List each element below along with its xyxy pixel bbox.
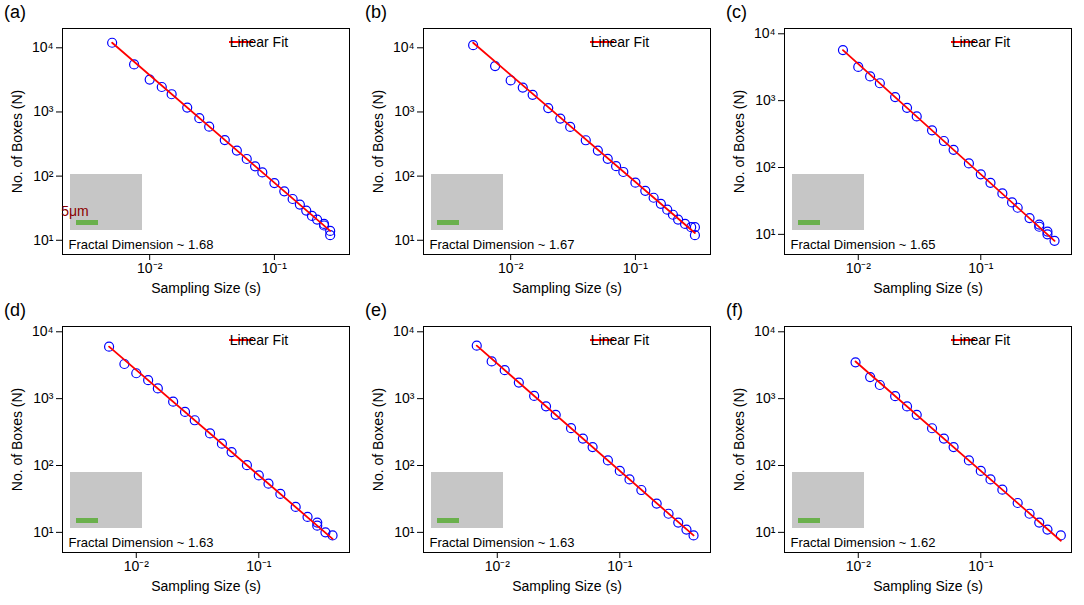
svg-text:10¹: 10¹: [33, 524, 54, 540]
svg-text:10⁻¹: 10⁻¹: [262, 260, 288, 276]
svg-text:Fractal Dimension ~ 1.63: Fractal Dimension ~ 1.63: [430, 535, 575, 550]
svg-text:Sampling Size (s): Sampling Size (s): [873, 280, 983, 296]
html-text:(e): (e): [365, 300, 387, 320]
svg-text:10⁻²: 10⁻²: [485, 558, 511, 574]
svg-text:10¹: 10¹: [394, 524, 415, 540]
svg-text:Linear Fit: Linear Fit: [952, 332, 1010, 348]
svg-text:No. of Boxes (N): No. of Boxes (N): [731, 90, 747, 193]
svg-text:Sampling Size (s): Sampling Size (s): [151, 578, 261, 594]
html-text:(a): (a): [4, 2, 26, 22]
svg-text:Sampling Size (s): Sampling Size (s): [512, 578, 622, 594]
svg-text:10²: 10²: [755, 159, 776, 175]
svg-text:10⁴: 10⁴: [32, 323, 54, 339]
svg-text:10²: 10²: [33, 168, 54, 184]
svg-text:10²: 10²: [394, 457, 415, 473]
svg-text:10¹: 10¹: [755, 524, 776, 540]
svg-text:10⁻²: 10⁻²: [498, 260, 524, 276]
svg-text:10³: 10³: [394, 103, 415, 119]
svg-text:10³: 10³: [33, 103, 54, 119]
svg-text:10⁻²: 10⁻²: [846, 260, 872, 276]
svg-text:10³: 10³: [755, 92, 776, 108]
svg-text:10²: 10²: [33, 457, 54, 473]
svg-text:No. of Boxes (N): No. of Boxes (N): [9, 388, 25, 491]
svg-text:10⁻²: 10⁻²: [846, 558, 872, 574]
svg-text:Sampling Size (s): Sampling Size (s): [512, 280, 622, 296]
svg-text:Fractal Dimension ~ 1.67: Fractal Dimension ~ 1.67: [430, 237, 575, 252]
html-text:(c): (c): [726, 2, 747, 22]
svg-text:Sampling Size (s): Sampling Size (s): [151, 280, 261, 296]
svg-text:Linear Fit: Linear Fit: [952, 34, 1010, 50]
svg-text:No. of Boxes (N): No. of Boxes (N): [370, 388, 386, 491]
svg-text:10⁻¹: 10⁻¹: [246, 558, 272, 574]
svg-text:10³: 10³: [33, 390, 54, 406]
svg-text:10⁻¹: 10⁻¹: [968, 558, 994, 574]
svg-text:Fractal Dimension ~ 1.62: Fractal Dimension ~ 1.62: [791, 535, 936, 550]
svg-text:Fractal Dimension ~ 1.63: Fractal Dimension ~ 1.63: [69, 535, 214, 550]
svg-text:10⁻¹: 10⁻¹: [623, 260, 649, 276]
svg-text:10¹: 10¹: [755, 226, 776, 242]
html-text:(d): (d): [4, 300, 26, 320]
svg-text:10¹: 10¹: [394, 232, 415, 248]
svg-text:10³: 10³: [755, 390, 776, 406]
svg-text:10⁻¹: 10⁻¹: [968, 260, 994, 276]
svg-text:10¹: 10¹: [33, 232, 54, 248]
svg-text:Linear Fit: Linear Fit: [591, 332, 649, 348]
svg-text:10⁻¹: 10⁻¹: [607, 558, 633, 574]
svg-text:No. of Boxes (N): No. of Boxes (N): [370, 90, 386, 193]
svg-text:10³: 10³: [394, 390, 415, 406]
svg-text:10⁴: 10⁴: [32, 39, 54, 55]
svg-text:10⁻²: 10⁻²: [124, 558, 150, 574]
svg-text:No. of Boxes (N): No. of Boxes (N): [9, 90, 25, 193]
svg-text:10⁻²: 10⁻²: [137, 260, 163, 276]
svg-text:Linear Fit: Linear Fit: [591, 34, 649, 50]
svg-text:10⁴: 10⁴: [393, 323, 415, 339]
html-text:(b): (b): [365, 2, 387, 22]
svg-text:Linear Fit: Linear Fit: [230, 332, 288, 348]
svg-text:No. of Boxes (N): No. of Boxes (N): [731, 388, 747, 491]
svg-text:10²: 10²: [755, 457, 776, 473]
html-text:(f): (f): [726, 300, 743, 320]
svg-text:10⁴: 10⁴: [754, 323, 776, 339]
svg-text:10²: 10²: [394, 168, 415, 184]
svg-text:10⁴: 10⁴: [393, 39, 415, 55]
svg-text:Fractal Dimension ~ 1.65: Fractal Dimension ~ 1.65: [791, 237, 936, 252]
svg-text:Sampling Size (s): Sampling Size (s): [873, 578, 983, 594]
svg-text:Fractal Dimension ~ 1.68: Fractal Dimension ~ 1.68: [69, 237, 214, 252]
svg-text:Linear Fit: Linear Fit: [230, 34, 288, 50]
svg-text:10⁴: 10⁴: [754, 25, 776, 41]
svg-text:5μm: 5μm: [61, 203, 89, 219]
